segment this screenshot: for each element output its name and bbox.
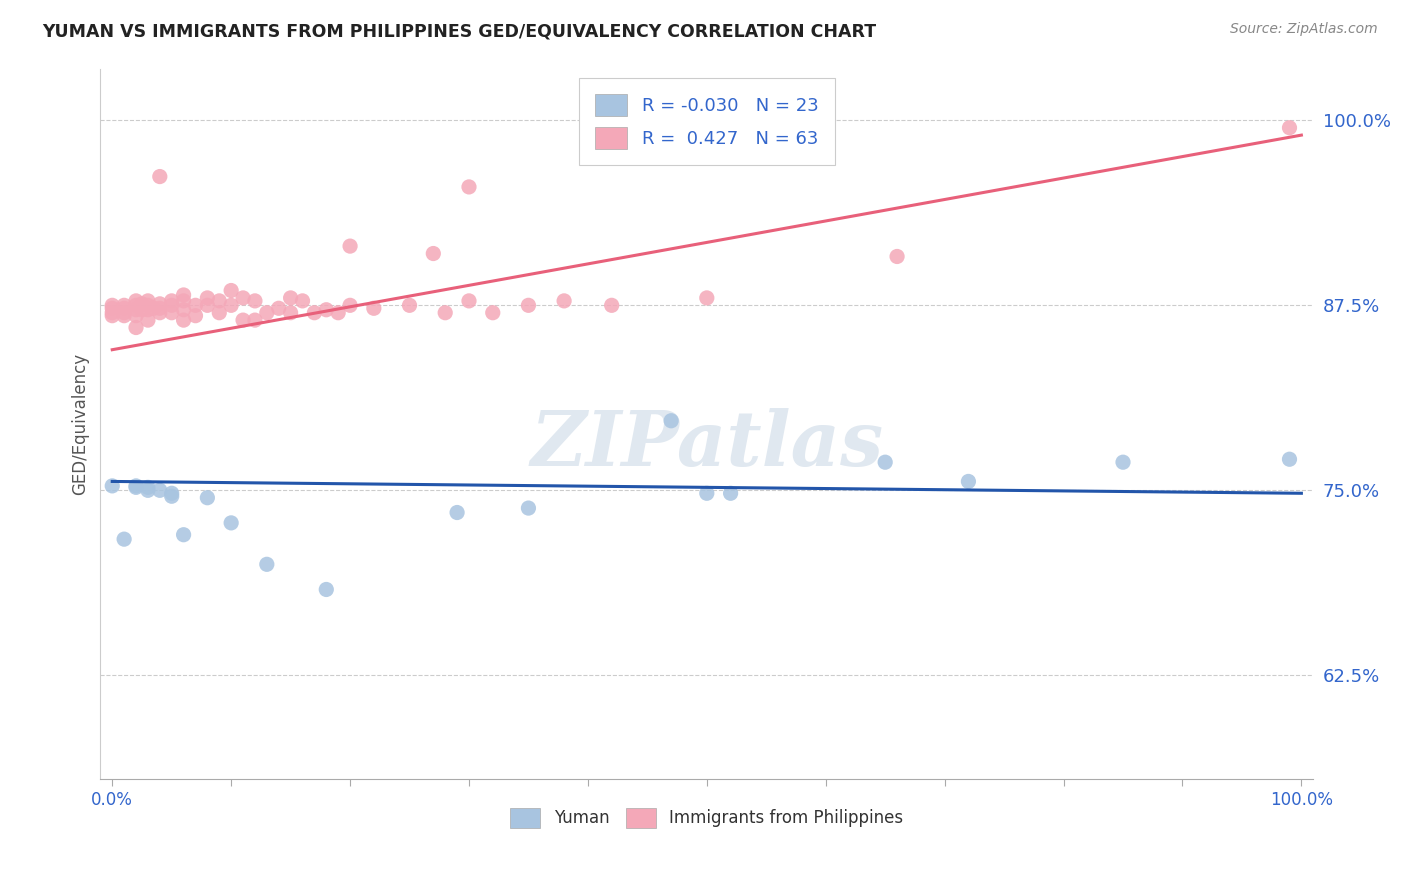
Point	[112, 306, 135, 320]
Point	[315, 302, 337, 317]
Point	[517, 501, 540, 516]
Point	[160, 489, 183, 503]
Point	[458, 293, 481, 308]
Point	[458, 180, 481, 194]
Point	[125, 320, 148, 334]
Point	[173, 527, 195, 541]
Point	[136, 302, 159, 317]
Point	[304, 306, 326, 320]
Point	[517, 298, 540, 312]
Point	[101, 301, 124, 316]
Point	[659, 414, 682, 428]
Point	[125, 480, 148, 494]
Point	[136, 483, 159, 498]
Point	[339, 239, 361, 253]
Text: Source: ZipAtlas.com: Source: ZipAtlas.com	[1230, 22, 1378, 37]
Point	[315, 582, 337, 597]
Point	[195, 291, 218, 305]
Point	[280, 306, 302, 320]
Text: YUMAN VS IMMIGRANTS FROM PHILIPPINES GED/EQUIVALENCY CORRELATION CHART: YUMAN VS IMMIGRANTS FROM PHILIPPINES GED…	[42, 22, 876, 40]
Point	[136, 298, 159, 312]
Point	[136, 293, 159, 308]
Point	[1278, 120, 1301, 135]
Point	[160, 298, 183, 312]
Point	[125, 309, 148, 323]
Point	[256, 306, 278, 320]
Point	[149, 301, 172, 316]
Point	[112, 532, 135, 546]
Point	[131, 302, 153, 317]
Point	[243, 313, 266, 327]
Point	[173, 302, 195, 317]
Point	[184, 298, 207, 312]
Point	[219, 516, 242, 530]
Point	[136, 480, 159, 494]
Point	[600, 298, 623, 312]
Point	[131, 297, 153, 311]
Point	[173, 293, 195, 308]
Point	[160, 486, 183, 500]
Point	[398, 298, 420, 312]
Point	[696, 486, 718, 500]
Point	[195, 491, 218, 505]
Text: ZIPatlas: ZIPatlas	[530, 408, 883, 482]
Point	[160, 293, 183, 308]
Point	[125, 302, 148, 317]
Y-axis label: GED/Equivalency: GED/Equivalency	[72, 352, 89, 495]
Point	[112, 298, 135, 312]
Point	[101, 306, 124, 320]
Point	[219, 298, 242, 312]
Point	[101, 479, 124, 493]
Point	[720, 486, 742, 500]
Point	[267, 301, 290, 316]
Point	[160, 306, 183, 320]
Point	[173, 288, 195, 302]
Point	[112, 309, 135, 323]
Point	[125, 298, 148, 312]
Point	[256, 558, 278, 572]
Point	[481, 306, 503, 320]
Point	[280, 291, 302, 305]
Point	[101, 309, 124, 323]
Legend: Yuman, Immigrants from Philippines: Yuman, Immigrants from Philippines	[503, 801, 910, 835]
Point	[136, 313, 159, 327]
Point	[957, 475, 980, 489]
Point	[195, 298, 218, 312]
Point	[101, 298, 124, 312]
Point	[696, 291, 718, 305]
Point	[149, 169, 172, 184]
Point	[886, 250, 908, 264]
Point	[112, 301, 135, 316]
Point	[232, 313, 254, 327]
Point	[291, 293, 314, 308]
Point	[553, 293, 575, 308]
Point	[1278, 452, 1301, 467]
Point	[422, 246, 444, 260]
Point	[243, 293, 266, 308]
Point	[184, 309, 207, 323]
Point	[208, 293, 231, 308]
Point	[208, 306, 231, 320]
Point	[875, 455, 897, 469]
Point	[446, 506, 468, 520]
Point	[149, 483, 172, 498]
Point	[125, 479, 148, 493]
Point	[434, 306, 457, 320]
Point	[363, 301, 385, 316]
Point	[173, 313, 195, 327]
Point	[232, 291, 254, 305]
Point	[125, 293, 148, 308]
Point	[1112, 455, 1135, 469]
Point	[149, 297, 172, 311]
Point	[328, 306, 350, 320]
Point	[149, 306, 172, 320]
Point	[219, 284, 242, 298]
Point	[339, 298, 361, 312]
Point	[142, 301, 165, 316]
